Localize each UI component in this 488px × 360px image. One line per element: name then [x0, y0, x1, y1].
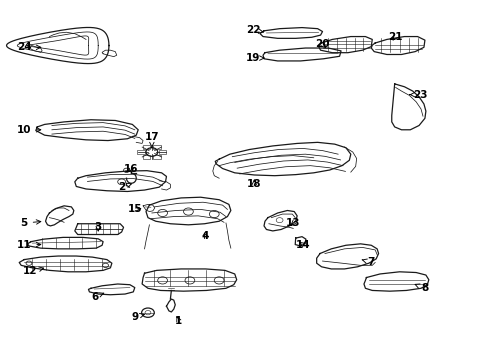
- Text: 16: 16: [124, 164, 138, 174]
- Bar: [153, 145, 161, 149]
- Text: 18: 18: [246, 179, 261, 189]
- Text: 5: 5: [20, 218, 41, 228]
- Bar: [137, 150, 145, 154]
- Text: 6: 6: [91, 292, 103, 302]
- Text: 22: 22: [245, 25, 263, 35]
- Bar: [158, 150, 166, 154]
- Text: 11: 11: [17, 239, 41, 249]
- Text: 19: 19: [245, 53, 264, 63]
- Bar: [142, 155, 150, 159]
- Bar: [153, 155, 161, 159]
- Text: 10: 10: [17, 125, 41, 135]
- Text: 3: 3: [94, 222, 102, 231]
- Text: 23: 23: [409, 90, 427, 100]
- Text: 4: 4: [202, 231, 209, 240]
- Text: 12: 12: [22, 266, 43, 276]
- Text: 1: 1: [175, 316, 182, 325]
- Text: 24: 24: [17, 42, 41, 52]
- Text: 7: 7: [361, 257, 374, 267]
- Text: 13: 13: [285, 218, 300, 228]
- Bar: [142, 145, 150, 149]
- Text: 20: 20: [315, 40, 329, 49]
- Text: 2: 2: [118, 182, 131, 192]
- Text: 9: 9: [131, 312, 144, 322]
- Text: 14: 14: [295, 239, 310, 249]
- Text: 17: 17: [144, 132, 159, 148]
- Text: 8: 8: [414, 283, 427, 293]
- Text: 15: 15: [127, 204, 142, 214]
- Text: 21: 21: [387, 32, 402, 41]
